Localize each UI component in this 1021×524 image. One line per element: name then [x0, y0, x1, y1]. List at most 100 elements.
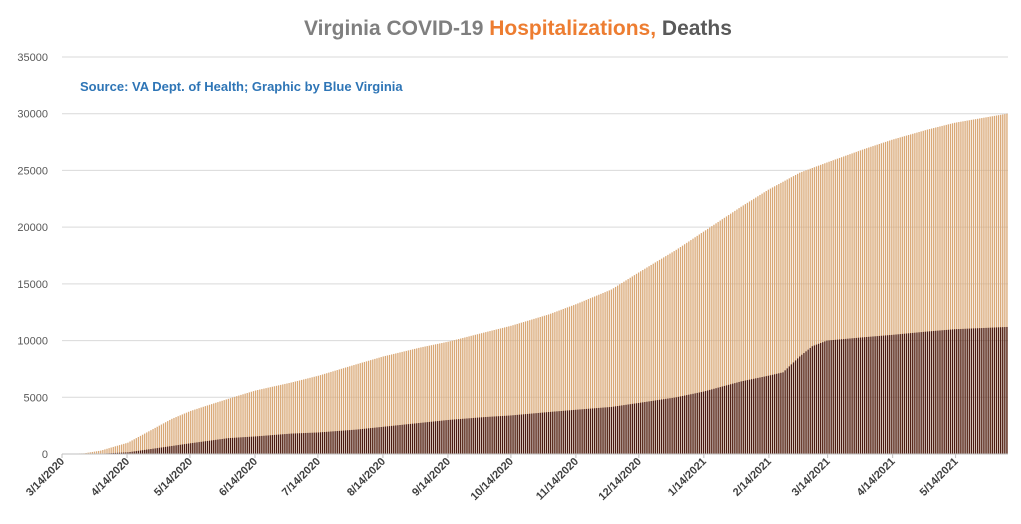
- hospitalizations-bar: [353, 365, 355, 454]
- hospitalizations-bar: [315, 376, 317, 454]
- deaths-bar: [558, 411, 560, 454]
- x-tick-label: 12/14/2020: [597, 456, 644, 503]
- hospitalizations-bar: [150, 430, 152, 454]
- deaths-bar: [211, 440, 213, 454]
- deaths-bar: [623, 405, 625, 454]
- hospitalizations-bar: [933, 128, 935, 454]
- deaths-bar: [231, 437, 234, 454]
- hospitalizations-bar: [405, 350, 407, 454]
- hospitalizations-bar: [920, 131, 922, 454]
- deaths-bar: [512, 415, 514, 454]
- hospitalizations-bar: [962, 121, 964, 454]
- hospitalizations-bar: [581, 301, 583, 454]
- deaths-bar: [234, 437, 236, 454]
- deaths-bar: [734, 383, 736, 454]
- hospitalizations-bar: [485, 332, 487, 454]
- deaths-bar: [755, 378, 757, 454]
- hospitalizations-bar: [614, 286, 617, 454]
- deaths-bar: [537, 412, 539, 454]
- deaths-bar: [434, 421, 437, 454]
- deaths-bar: [200, 441, 202, 454]
- hospitalizations-bar: [945, 124, 947, 454]
- deaths-bar: [319, 432, 322, 454]
- hospitalizations-bar: [807, 169, 809, 454]
- deaths-bar: [683, 395, 686, 454]
- hospitalizations-bar: [324, 373, 326, 454]
- deaths-bar: [554, 411, 556, 454]
- hospitalizations-bar: [269, 387, 271, 454]
- deaths-bar: [273, 434, 276, 454]
- deaths-bar: [834, 339, 836, 454]
- deaths-bar: [991, 327, 993, 454]
- deaths-bar: [464, 418, 466, 454]
- deaths-bar: [154, 448, 156, 454]
- deaths-bar: [759, 377, 761, 454]
- hospitalizations-bar: [811, 167, 813, 455]
- hospitalizations-bar: [508, 326, 510, 454]
- hospitalizations-bar: [715, 223, 717, 454]
- deaths-bar: [801, 354, 803, 454]
- hospitalizations-bar: [267, 387, 269, 454]
- hospitalizations-bar: [273, 386, 276, 454]
- hospitalizations-bar: [935, 127, 937, 454]
- title-part-2: Deaths: [656, 17, 732, 40]
- deaths-bar: [552, 411, 554, 454]
- hospitalizations-bar: [179, 415, 181, 454]
- hospitalizations-bar: [351, 365, 353, 454]
- hospitalizations-bar: [711, 226, 713, 454]
- hospitalizations-bar: [610, 289, 613, 454]
- deaths-bar: [543, 412, 546, 454]
- hospitalizations-bar: [137, 436, 140, 454]
- deaths-bar: [539, 412, 541, 454]
- deaths-bar: [704, 391, 707, 454]
- x-tick-label: 4/14/2021: [855, 456, 898, 499]
- deaths-bar: [550, 411, 552, 454]
- hospitalizations-bar: [943, 125, 945, 454]
- hospitalizations-bar: [836, 158, 839, 454]
- deaths-bar: [788, 366, 790, 454]
- deaths-bar: [514, 415, 516, 454]
- deaths-bar: [265, 435, 267, 454]
- deaths-bar: [238, 437, 240, 454]
- deaths-bar: [807, 349, 809, 454]
- hospitalizations-bar: [206, 405, 209, 454]
- hospitalizations-bar: [292, 382, 294, 454]
- deaths-bar: [294, 433, 297, 454]
- deaths-bar: [277, 434, 280, 454]
- deaths-bar: [884, 335, 887, 454]
- hospitalizations-bar: [665, 256, 667, 454]
- hospitalizations-bar: [89, 452, 91, 454]
- hospitalizations-bar: [139, 435, 142, 454]
- hospitalizations-bar: [95, 451, 98, 454]
- hospitalizations-bar: [1004, 114, 1006, 454]
- deaths-bar: [763, 376, 765, 454]
- hospitalizations-bar: [884, 141, 887, 454]
- deaths-bar: [585, 408, 587, 454]
- deaths-bar: [811, 346, 813, 454]
- deaths-bar: [575, 409, 577, 454]
- deaths-bar: [353, 429, 355, 454]
- deaths-bar: [675, 397, 677, 454]
- hospitalizations-bar: [294, 381, 297, 454]
- hospitalizations-bar: [422, 346, 424, 454]
- hospitalizations-bar: [761, 193, 763, 454]
- deaths-bar: [556, 411, 558, 454]
- hospitalizations-bar: [803, 171, 805, 454]
- hospitalizations-bar: [719, 220, 721, 454]
- hospitalizations-bar: [901, 136, 903, 455]
- hospitalizations-bar: [349, 366, 351, 454]
- deaths-bar: [261, 435, 263, 454]
- hospitalizations-bar: [447, 341, 449, 454]
- hospitalizations-bar: [631, 276, 633, 454]
- hospitalizations-bar: [644, 268, 646, 454]
- hospitalizations-bar: [164, 422, 167, 454]
- hospitalizations-bar: [455, 339, 458, 454]
- hospitalizations-bar: [514, 324, 516, 454]
- deaths-bar: [455, 419, 458, 454]
- deaths-bar: [832, 340, 834, 454]
- deaths-bar: [476, 417, 479, 454]
- hospitalizations-bar: [248, 392, 250, 454]
- deaths-bar: [797, 358, 799, 454]
- deaths-bar: [527, 413, 529, 454]
- deaths-bar: [367, 428, 370, 454]
